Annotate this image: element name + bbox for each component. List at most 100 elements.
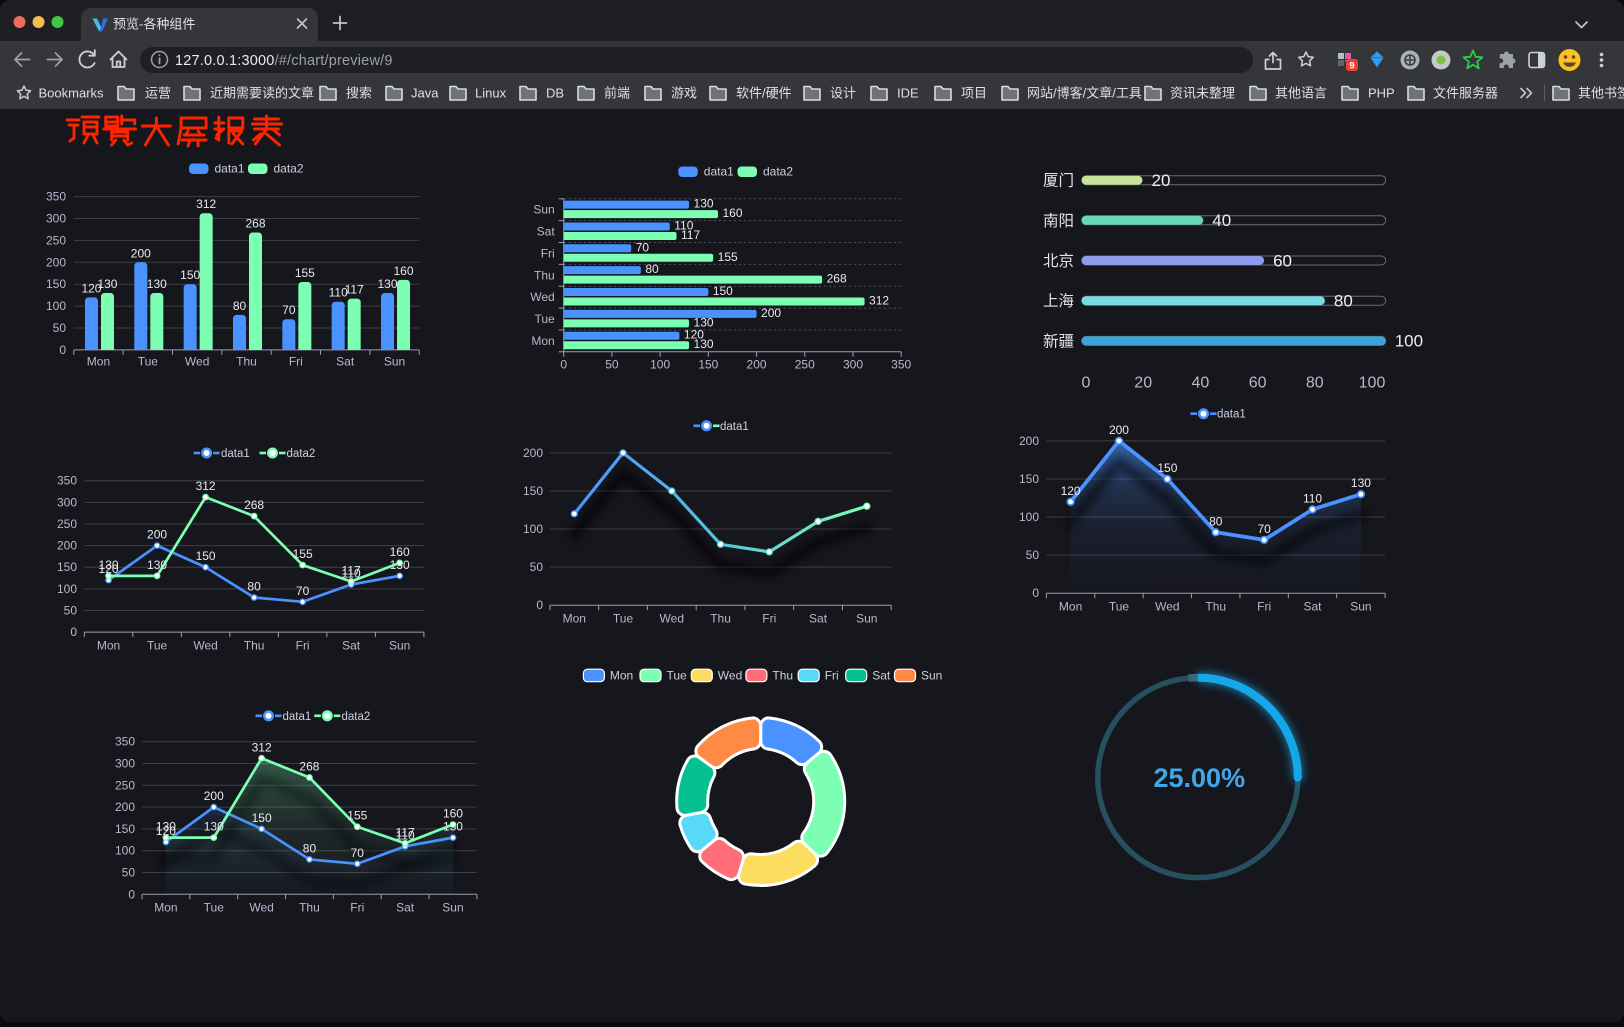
svg-text:250: 250 [57,517,77,531]
svg-text:Mon: Mon [563,612,586,626]
svg-text:data1: data1 [215,162,245,176]
svg-text:50: 50 [530,560,544,574]
svg-text:Wed: Wed [185,355,209,369]
svg-text:110: 110 [329,286,348,300]
svg-text:Thu: Thu [236,355,257,369]
svg-text:Fri: Fri [296,639,310,653]
svg-text:Sat: Sat [537,225,556,239]
svg-text:Mon: Mon [531,334,554,348]
svg-text:50: 50 [1026,548,1040,562]
svg-text:9: 9 [1349,61,1354,72]
svg-text:200: 200 [1019,434,1039,448]
svg-text:200: 200 [131,246,151,260]
svg-text:设计: 设计 [830,86,856,101]
svg-text:312: 312 [869,294,889,308]
svg-text:268: 268 [827,272,847,286]
svg-text:Sun: Sun [389,639,410,653]
svg-text:20: 20 [1134,375,1152,392]
svg-text:120: 120 [81,281,101,295]
svg-text:200: 200 [46,255,66,269]
svg-text:120: 120 [156,824,176,838]
svg-text:Fri: Fri [289,355,303,369]
svg-text:100: 100 [523,522,543,536]
svg-text:搜索: 搜索 [346,86,372,101]
svg-text:Tue: Tue [147,639,168,653]
svg-text:Sun: Sun [856,612,877,626]
svg-text:Mon: Mon [1059,600,1082,614]
svg-text:80: 80 [645,262,659,276]
svg-text:data2: data2 [287,448,316,460]
svg-text:50: 50 [64,603,78,617]
svg-text:120: 120 [99,562,119,576]
svg-text:70: 70 [282,303,296,317]
svg-text:268: 268 [299,759,319,773]
svg-text:130: 130 [147,277,167,291]
svg-text:Sat: Sat [336,355,355,369]
svg-text:PHP: PHP [1368,86,1395,101]
svg-text:0: 0 [1032,586,1039,600]
svg-text:Thu: Thu [772,669,793,683]
svg-text:Sat: Sat [396,901,415,915]
svg-text:网站/博客/文章/工具: 网站/博客/文章/工具 [1027,86,1142,101]
svg-text:120: 120 [684,328,704,342]
svg-text:Wed: Wed [249,901,273,915]
svg-text:110: 110 [1303,491,1322,505]
svg-text:近期需要读的文章: 近期需要读的文章 [210,86,314,101]
svg-text:155: 155 [293,547,313,561]
svg-text:Wed: Wed [1155,600,1179,614]
svg-text:130: 130 [694,315,714,329]
svg-text:Thu: Thu [299,901,320,915]
svg-text:Sat: Sat [872,669,891,683]
svg-text:0: 0 [70,625,77,639]
svg-text:130: 130 [147,558,167,572]
svg-text:Sun: Sun [1350,600,1371,614]
svg-text:150: 150 [698,357,718,371]
svg-text:117: 117 [345,283,364,297]
svg-text:312: 312 [252,740,272,754]
svg-text:Thu: Thu [534,268,555,282]
svg-text:200: 200 [115,800,135,814]
svg-text:data1: data1 [720,421,749,433]
svg-text:117: 117 [681,228,700,242]
svg-text:Fri: Fri [541,246,555,260]
svg-text:Fri: Fri [1257,600,1271,614]
svg-text:Thu: Thu [710,612,731,626]
svg-text:Sun: Sun [533,203,554,217]
svg-text:150: 150 [180,268,200,282]
svg-text:200: 200 [761,306,781,320]
svg-text:DB: DB [546,86,564,101]
svg-text:350: 350 [46,190,66,204]
svg-text:150: 150 [1157,461,1177,475]
svg-text:200: 200 [57,539,77,553]
svg-text:Bookmarks: Bookmarks [39,86,105,101]
svg-text:70: 70 [351,846,365,860]
svg-text:100: 100 [1359,375,1386,392]
svg-text:Sat: Sat [342,639,361,653]
svg-text:160: 160 [390,545,410,559]
svg-text:Thu: Thu [1205,600,1226,614]
svg-text:Linux: Linux [475,86,507,101]
svg-text:350: 350 [891,357,911,371]
svg-text:150: 150 [523,484,543,498]
svg-text:北京: 北京 [1043,252,1074,270]
svg-text:0: 0 [59,343,66,357]
svg-text:Sun: Sun [384,355,405,369]
svg-text:40: 40 [1212,211,1231,230]
svg-text:Sun: Sun [921,669,942,683]
svg-text:312: 312 [196,197,216,211]
svg-text:70: 70 [636,240,650,254]
svg-text:data2: data2 [763,165,793,179]
svg-text:data2: data2 [342,711,371,723]
svg-text:其他语言: 其他语言 [1275,86,1327,101]
svg-text:268: 268 [244,498,264,512]
svg-text:300: 300 [843,357,863,371]
svg-text:Wed: Wed [530,290,554,304]
svg-text:200: 200 [1109,423,1129,437]
svg-text:新疆: 新疆 [1043,332,1074,350]
svg-text:前端: 前端 [604,86,630,101]
svg-text:150: 150 [46,277,66,291]
svg-text:200: 200 [147,528,167,542]
svg-text:312: 312 [196,479,216,493]
svg-text:268: 268 [245,217,265,231]
svg-text:Fri: Fri [762,612,776,626]
